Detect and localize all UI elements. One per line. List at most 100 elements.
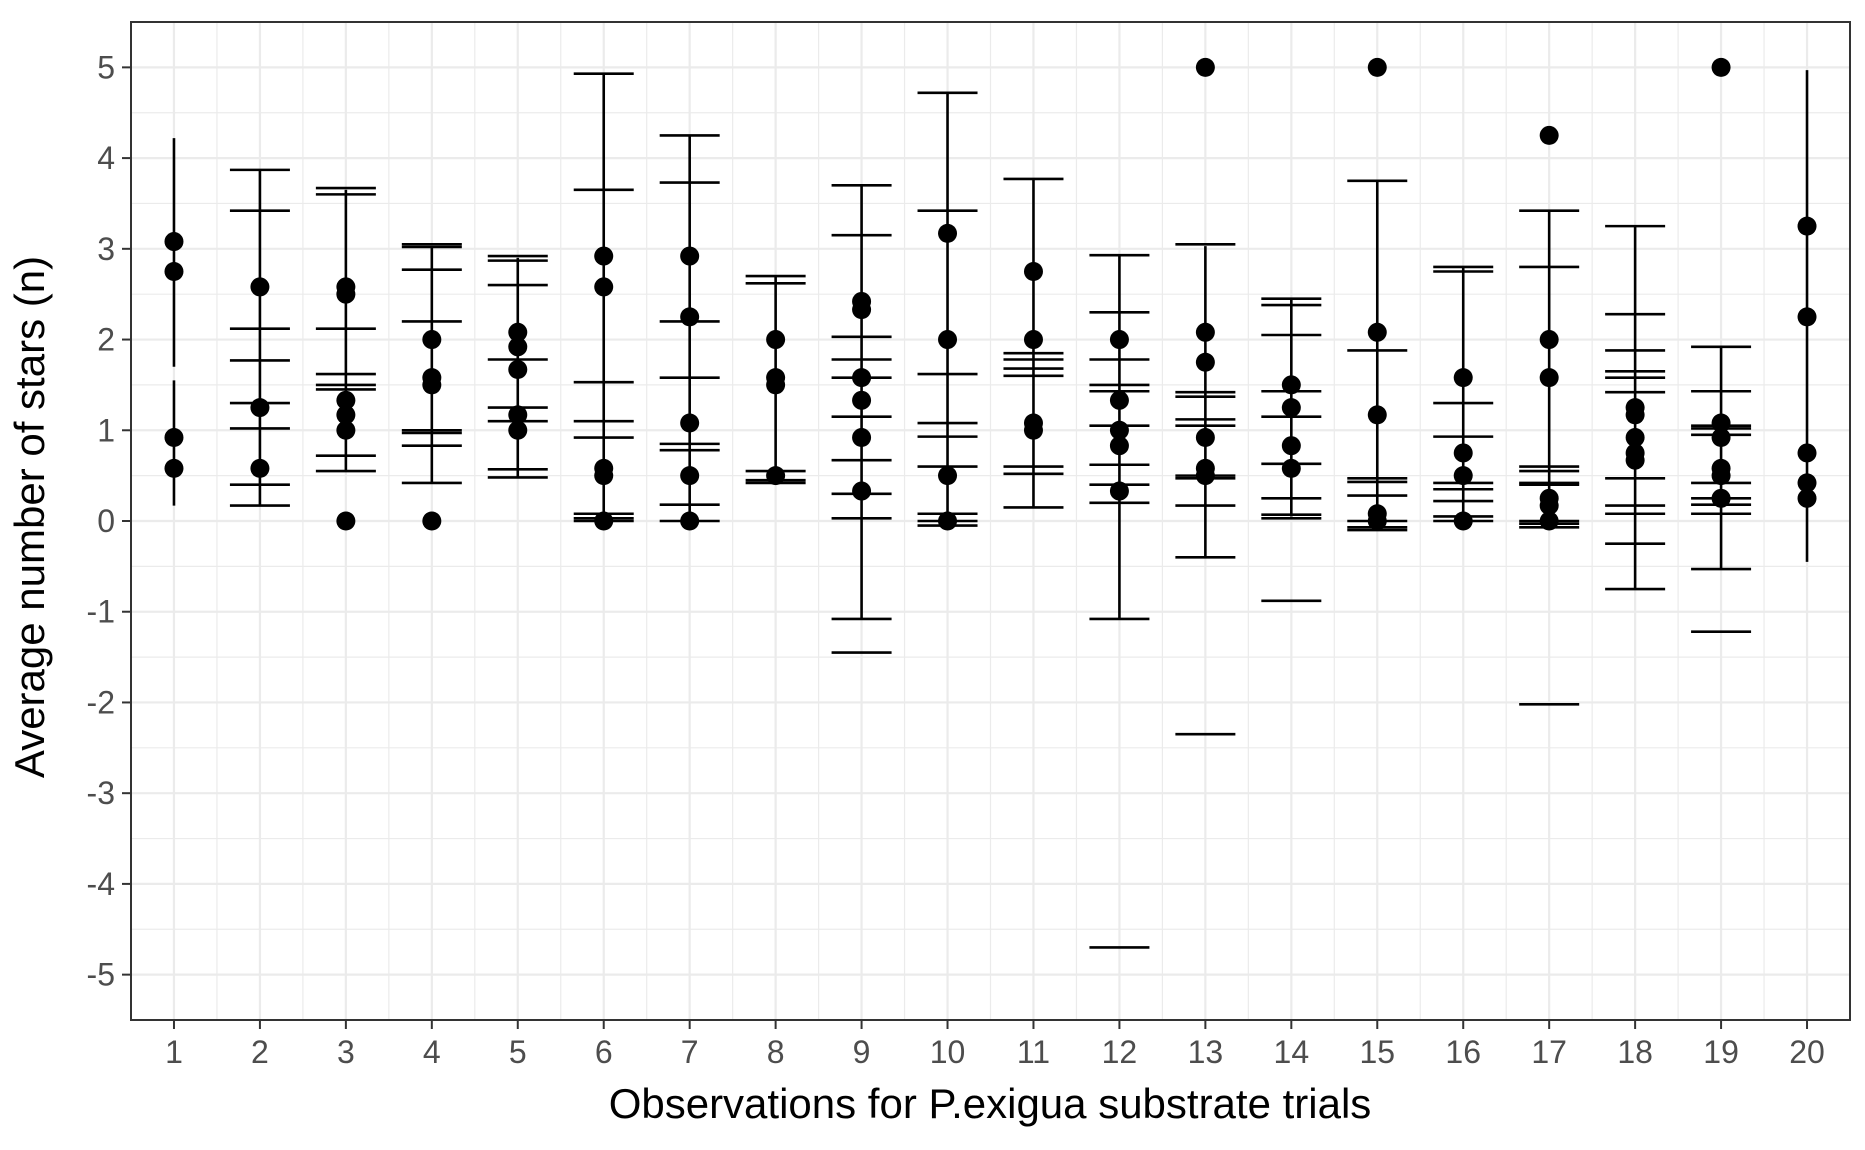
- data-point: [164, 262, 184, 281]
- y-axis: -5 -4 -3 -2 -1 0 1 2 3 4 5: [87, 49, 131, 993]
- x-tick-label: 18: [1617, 1034, 1653, 1070]
- data-point: [852, 428, 872, 448]
- data-point: [336, 420, 356, 440]
- data-point: [1539, 330, 1559, 350]
- data-point: [508, 337, 528, 357]
- y-tick-label: 1: [97, 412, 115, 448]
- x-tick-label: 9: [853, 1034, 871, 1070]
- data-point: [938, 330, 958, 350]
- y-tick-label: -2: [87, 684, 115, 720]
- x-tick-label: 7: [681, 1034, 699, 1070]
- data-point: [594, 246, 614, 266]
- y-tick-label: 5: [97, 49, 115, 85]
- data-point: [164, 232, 184, 252]
- x-tick-label: 14: [1274, 1034, 1310, 1070]
- y-tick-label: -5: [87, 957, 115, 993]
- y-tick-label: 4: [97, 140, 115, 176]
- data-point: [1281, 458, 1301, 478]
- data-point: [1281, 436, 1301, 456]
- data-point: [250, 398, 270, 418]
- x-tick-label: 6: [595, 1034, 613, 1070]
- data-point: [164, 428, 184, 448]
- data-point: [938, 511, 958, 531]
- x-tick-label: 1: [165, 1034, 183, 1070]
- data-point: [1023, 262, 1043, 281]
- data-point: [1539, 125, 1559, 145]
- data-point: [594, 466, 614, 486]
- data-point: [938, 223, 958, 243]
- y-tick-label: -1: [87, 594, 115, 630]
- data-point: [1195, 57, 1215, 77]
- data-point: [508, 322, 528, 342]
- data-point: [336, 284, 356, 304]
- data-point: [1539, 368, 1559, 388]
- data-point: [1281, 375, 1301, 395]
- x-tick-label: 10: [930, 1034, 966, 1070]
- x-axis-title: Observations for P.exigua substrate tria…: [609, 1080, 1372, 1127]
- data-point: [1797, 488, 1817, 508]
- data-point: [1539, 511, 1559, 531]
- data-point: [766, 330, 786, 350]
- data-point: [1281, 398, 1301, 418]
- data-point: [1109, 330, 1129, 350]
- x-tick-label: 8: [767, 1034, 785, 1070]
- data-point: [680, 307, 700, 327]
- data-point: [508, 420, 528, 440]
- data-point: [1023, 330, 1043, 350]
- data-point: [1109, 420, 1129, 440]
- data-point: [1797, 443, 1817, 463]
- data-point: [1453, 443, 1473, 463]
- data-point: [508, 359, 528, 379]
- data-point: [1195, 428, 1215, 448]
- data-point: [766, 375, 786, 395]
- data-point: [1711, 413, 1731, 433]
- data-point: [680, 413, 700, 433]
- data-point: [1625, 450, 1645, 470]
- data-point: [680, 511, 700, 531]
- data-point: [422, 511, 442, 531]
- data-point: [1539, 496, 1559, 516]
- data-point: [164, 458, 184, 478]
- data-point: [422, 375, 442, 395]
- x-tick-label: 11: [1017, 1034, 1050, 1070]
- data-point: [1367, 322, 1387, 342]
- y-tick-label: 0: [97, 503, 115, 539]
- data-point: [508, 405, 528, 425]
- data-point: [1453, 368, 1473, 388]
- x-tick-label: 20: [1789, 1034, 1825, 1070]
- data-point: [852, 300, 872, 320]
- data-point: [336, 390, 356, 410]
- data-point: [1367, 511, 1387, 531]
- x-tick-label: 2: [251, 1034, 269, 1070]
- y-tick-label: -3: [87, 775, 115, 811]
- y-tick-label: -4: [87, 866, 115, 902]
- data-point: [1711, 488, 1731, 508]
- data-point: [1109, 481, 1129, 501]
- x-tick-label: 12: [1102, 1034, 1138, 1070]
- x-tick-label: 16: [1445, 1034, 1481, 1070]
- data-point: [1711, 466, 1731, 486]
- y-tick-label: 3: [97, 231, 115, 267]
- data-point: [1109, 390, 1129, 410]
- data-point: [336, 405, 356, 425]
- x-tick-label: 5: [509, 1034, 527, 1070]
- data-point: [594, 277, 614, 297]
- data-point: [766, 466, 786, 486]
- data-point: [250, 458, 270, 478]
- point-layer: [164, 57, 1817, 531]
- y-tick-label: 2: [97, 322, 115, 358]
- x-tick-label: 15: [1359, 1034, 1395, 1070]
- data-point: [1367, 405, 1387, 425]
- data-point: [852, 481, 872, 501]
- x-tick-label: 19: [1703, 1034, 1739, 1070]
- x-tick-label: 4: [423, 1034, 441, 1070]
- data-point: [422, 330, 442, 350]
- data-point: [1195, 352, 1215, 372]
- data-point: [852, 368, 872, 388]
- data-point: [1711, 57, 1731, 77]
- data-point: [1109, 436, 1129, 456]
- data-point: [852, 390, 872, 410]
- data-point: [1453, 466, 1473, 486]
- data-point: [1195, 322, 1215, 342]
